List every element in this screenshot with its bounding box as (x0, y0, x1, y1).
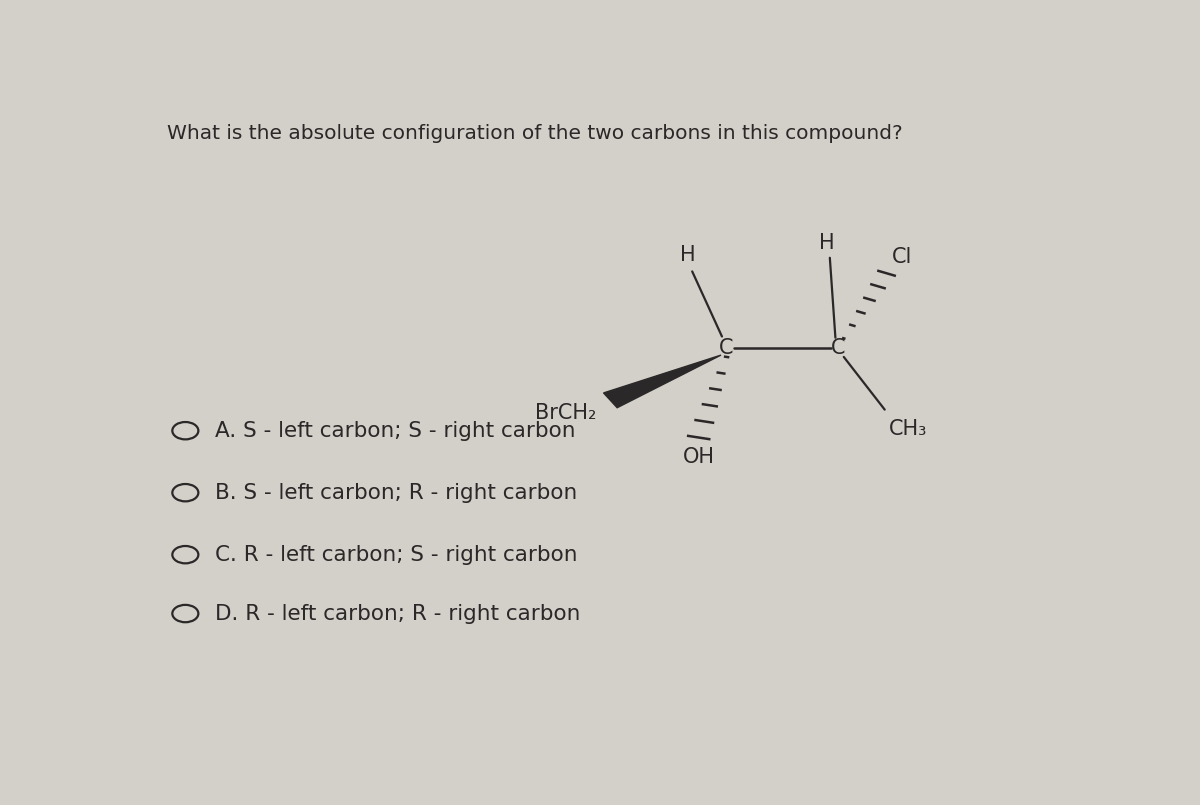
Text: C: C (719, 337, 734, 357)
Text: C: C (830, 337, 846, 357)
Text: H: H (820, 233, 835, 253)
Text: Cl: Cl (892, 247, 912, 267)
Text: What is the absolute configuration of the two carbons in this compound?: What is the absolute configuration of th… (167, 125, 902, 143)
Text: CH₃: CH₃ (889, 419, 928, 439)
Text: D. R - left carbon; R - right carbon: D. R - left carbon; R - right carbon (215, 604, 581, 624)
Polygon shape (604, 355, 721, 407)
Text: OH: OH (683, 447, 715, 467)
Text: A. S - left carbon; S - right carbon: A. S - left carbon; S - right carbon (215, 421, 576, 440)
Text: BrCH₂: BrCH₂ (535, 402, 596, 423)
Text: H: H (679, 246, 695, 265)
Text: C. R - left carbon; S - right carbon: C. R - left carbon; S - right carbon (215, 545, 577, 564)
Text: B. S - left carbon; R - right carbon: B. S - left carbon; R - right carbon (215, 483, 577, 502)
